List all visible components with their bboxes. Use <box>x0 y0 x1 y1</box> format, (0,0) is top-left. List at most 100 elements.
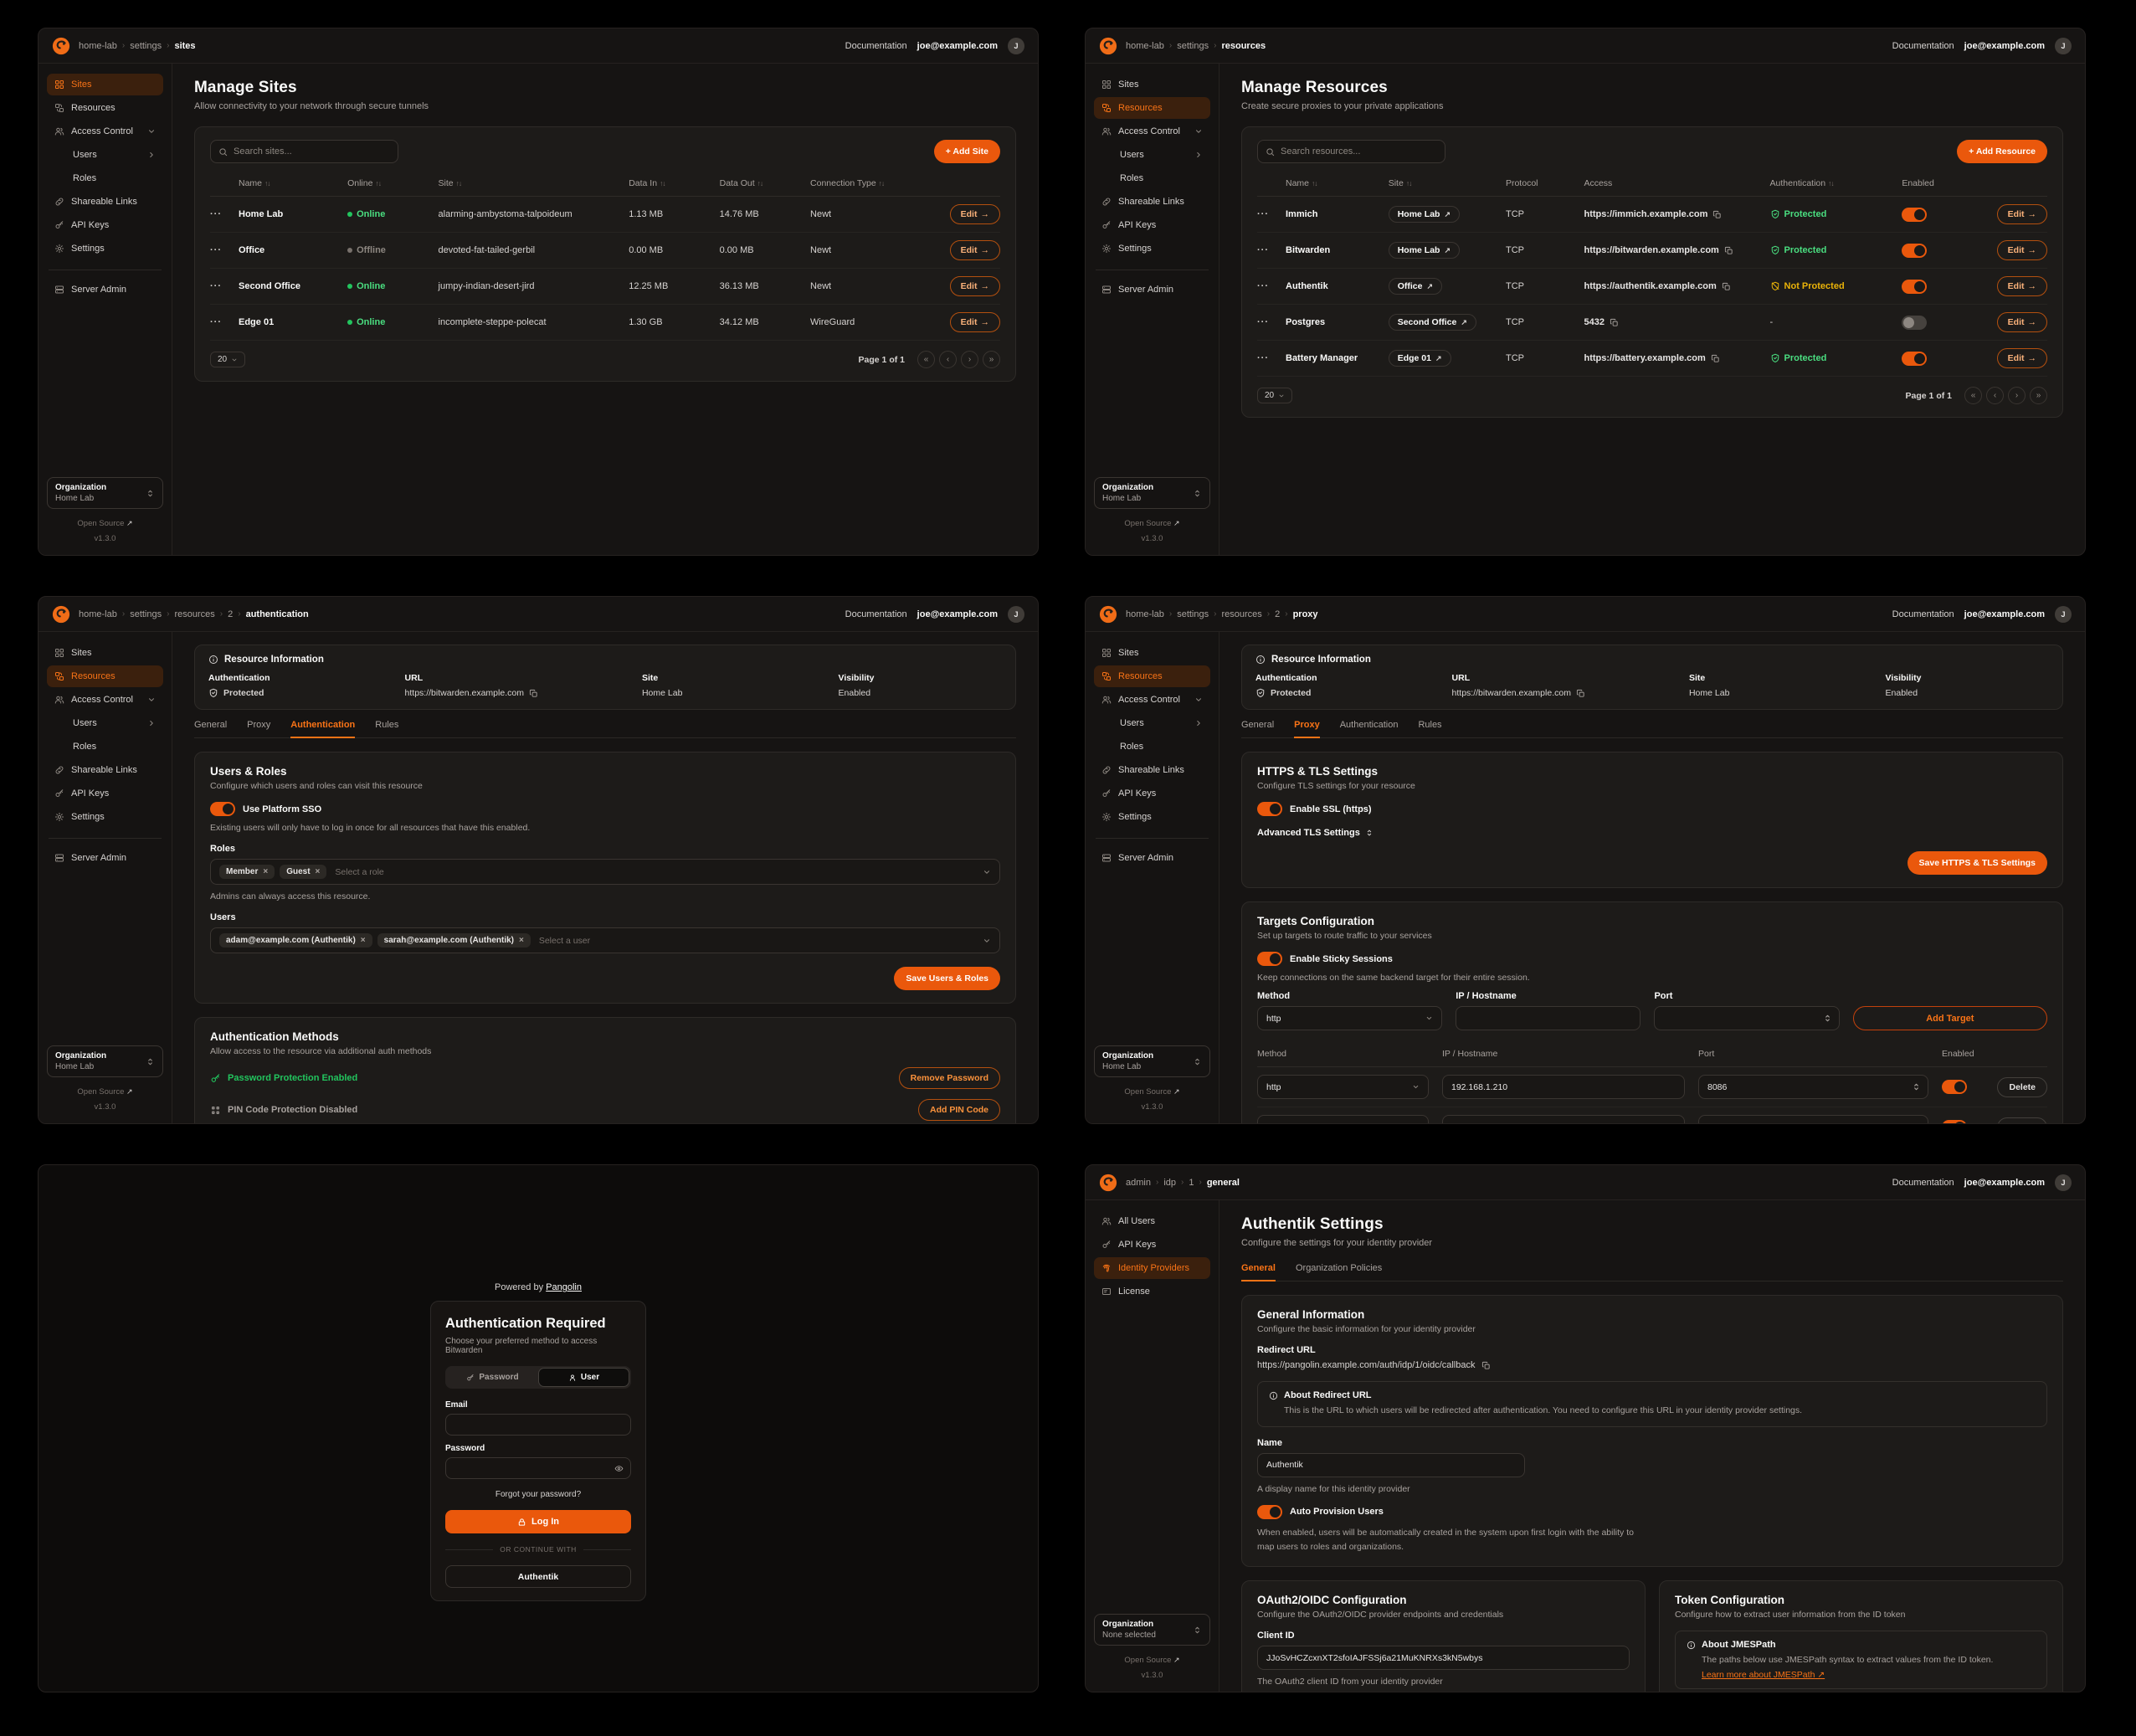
row-menu-button[interactable]: ··· <box>1257 317 1269 327</box>
sidebar-item-settings[interactable]: Settings <box>1094 238 1210 259</box>
enabled-toggle[interactable] <box>1902 243 1928 258</box>
sidebar-item-sites[interactable]: Sites <box>1094 642 1210 664</box>
add-resource-button[interactable]: + Add Resource <box>1957 140 2047 163</box>
sidebar-item-sites[interactable]: Sites <box>47 74 163 95</box>
breadcrumb-item[interactable]: 1 <box>1189 1177 1194 1188</box>
open-source-link[interactable]: Open Source ↗ <box>1124 1087 1180 1097</box>
sidebar-item-roles[interactable]: Roles <box>1120 742 1144 752</box>
copy-icon[interactable] <box>1712 210 1722 219</box>
avatar[interactable]: J <box>2055 37 2072 54</box>
documentation-link[interactable]: Documentation <box>1892 1177 1954 1188</box>
organization-switcher[interactable]: Organization Home Lab <box>1094 1045 1210 1077</box>
breadcrumb-item[interactable]: admin <box>1126 1177 1151 1188</box>
sidebar-item-access-control[interactable]: Access Control <box>47 689 163 711</box>
save-users-roles-button[interactable]: Save Users & Roles <box>894 967 1000 990</box>
sidebar-item-server-admin[interactable]: Server Admin <box>1094 847 1210 869</box>
row-menu-button[interactable]: ··· <box>1257 353 1269 363</box>
tab-authentication[interactable]: Authentication <box>290 720 356 738</box>
sidebar-item-server-admin[interactable]: Server Admin <box>47 279 163 300</box>
sidebar-item-roles[interactable]: Roles <box>73 742 97 752</box>
sidebar-item-access-control[interactable]: Access Control <box>1094 689 1210 711</box>
remove-chip-icon[interactable]: × <box>315 867 321 876</box>
site-chip[interactable]: Office ↗ <box>1388 278 1443 295</box>
sidebar-item-users[interactable]: Users <box>1094 144 1210 166</box>
open-source-link[interactable]: Open Source ↗ <box>77 1087 133 1097</box>
target-enabled-toggle[interactable] <box>1942 1120 1967 1123</box>
column-online[interactable]: Online ↑↓ <box>347 178 382 188</box>
sidebar-item-access-control[interactable]: Access Control <box>1094 121 1210 142</box>
stepper-icon[interactable] <box>1912 1082 1921 1091</box>
target-enabled-toggle[interactable] <box>1942 1080 1967 1094</box>
tab-rules[interactable]: Rules <box>375 720 399 730</box>
port-input[interactable] <box>1698 1075 1928 1099</box>
user-email[interactable]: joe@example.com <box>917 609 998 619</box>
sidebar-item-resources[interactable]: Resources <box>47 665 163 687</box>
copy-icon[interactable] <box>1481 1361 1491 1370</box>
edit-button[interactable]: Edit → <box>1996 204 2047 224</box>
edit-button[interactable]: Edit → <box>949 240 1000 260</box>
breadcrumb-item[interactable]: settings <box>130 40 162 51</box>
remove-chip-icon[interactable]: × <box>519 936 524 945</box>
ip-hostname-input[interactable] <box>1442 1115 1685 1123</box>
search-input[interactable] <box>234 146 390 157</box>
column-connection-type[interactable]: Connection Type ↑↓ <box>810 178 885 188</box>
documentation-link[interactable]: Documentation <box>845 609 907 619</box>
tab-proxy[interactable]: Proxy <box>1294 720 1320 738</box>
edit-button[interactable]: Edit → <box>1996 276 2047 296</box>
sidebar-item-resources[interactable]: Resources <box>1094 97 1210 119</box>
method-select[interactable]: http <box>1257 1115 1429 1123</box>
eye-icon[interactable] <box>614 1464 624 1473</box>
sidebar-item-api-keys[interactable]: API Keys <box>47 783 163 804</box>
prev-page-button[interactable]: ‹ <box>1986 387 2004 404</box>
first-page-button[interactable]: « <box>917 351 935 368</box>
copy-icon[interactable] <box>529 689 538 698</box>
organization-switcher[interactable]: Organization None selected <box>1094 1614 1210 1646</box>
tab-authentication[interactable]: Authentication <box>1339 720 1399 730</box>
sidebar-item-server-admin[interactable]: Server Admin <box>47 847 163 869</box>
forgot-password-link[interactable]: Forgot your password? <box>495 1490 582 1499</box>
sidebar-item-api-keys[interactable]: API Keys <box>1094 214 1210 236</box>
breadcrumb-item[interactable]: 2 <box>228 609 234 619</box>
port-input[interactable] <box>1698 1115 1928 1123</box>
column-authentication[interactable]: Authentication ↑↓ <box>1769 178 1835 188</box>
breadcrumb-item[interactable]: home-lab <box>1126 40 1164 51</box>
column-data-out[interactable]: Data Out ↑↓ <box>719 178 763 188</box>
remove-password-button[interactable]: Remove Password <box>898 1067 1000 1089</box>
sidebar-item-server-admin[interactable]: Server Admin <box>1094 279 1210 300</box>
avatar[interactable]: J <box>1008 605 1024 623</box>
column-data-in[interactable]: Data In ↑↓ <box>629 178 665 188</box>
password-method-tab[interactable]: Password <box>447 1368 538 1387</box>
sidebar-item-settings[interactable]: Settings <box>47 238 163 259</box>
organization-switcher[interactable]: Organization Home Lab <box>47 477 163 509</box>
copy-icon[interactable] <box>1576 689 1585 698</box>
open-source-link[interactable]: Open Source ↗ <box>77 519 133 528</box>
row-menu-button[interactable]: ··· <box>210 317 222 327</box>
sidebar-item-api-keys[interactable]: API Keys <box>1094 783 1210 804</box>
pangolin-link[interactable]: Pangolin <box>546 1282 582 1292</box>
ip-hostname-input[interactable] <box>1456 1006 1641 1030</box>
sidebar-item-shareable-links[interactable]: Shareable Links <box>47 191 163 213</box>
breadcrumb-item[interactable]: 2 <box>1275 609 1281 619</box>
save-tls-button[interactable]: Save HTTPS & TLS Settings <box>1907 851 2047 875</box>
sidebar-item-resources[interactable]: Resources <box>47 97 163 119</box>
add-pin-code-button[interactable]: Add PIN Code <box>918 1099 1000 1121</box>
roles-multiselect[interactable]: Member × Guest × Select a role <box>210 859 1000 885</box>
user-email[interactable]: joe@example.com <box>917 40 998 51</box>
last-page-button[interactable]: » <box>2030 387 2047 404</box>
user-email[interactable]: joe@example.com <box>1964 1177 2045 1188</box>
add-site-button[interactable]: + Add Site <box>933 140 1000 163</box>
tab-general[interactable]: General <box>1241 720 1275 730</box>
column-name[interactable]: Name ↑↓ <box>1286 178 1317 188</box>
organization-switcher[interactable]: Organization Home Lab <box>47 1045 163 1077</box>
edit-button[interactable]: Edit → <box>949 276 1000 296</box>
edit-button[interactable]: Edit → <box>1996 312 2047 332</box>
documentation-link[interactable]: Documentation <box>845 40 907 51</box>
delete-target-button[interactable]: Delete <box>1997 1117 2047 1123</box>
breadcrumb-item[interactable]: resources <box>1221 609 1262 619</box>
sidebar-item-api-keys[interactable]: API Keys <box>1094 1234 1210 1256</box>
avatar[interactable]: J <box>1008 37 1024 54</box>
sidebar-item-shareable-links[interactable]: Shareable Links <box>47 759 163 781</box>
avatar[interactable]: J <box>2055 1174 2072 1191</box>
ip-hostname-input[interactable] <box>1442 1075 1685 1099</box>
advanced-tls-expander[interactable]: Advanced TLS Settings <box>1257 828 2047 838</box>
